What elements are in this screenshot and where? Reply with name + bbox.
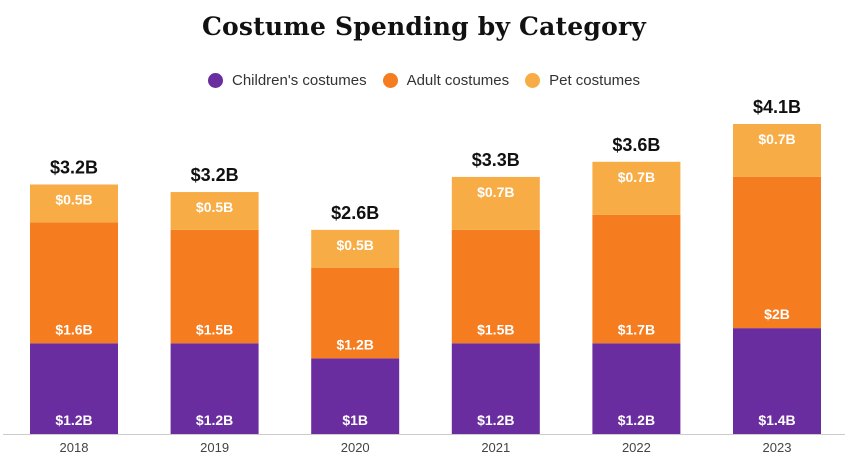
bar-adult-2022 (592, 214, 681, 344)
bar-pet-2023 (733, 124, 821, 177)
x-tick-label-2023: 2023 (763, 440, 792, 455)
legend-swatch-adult (382, 73, 398, 88)
value-label-adult-2020: $1.2B (337, 336, 374, 352)
total-label-2018: $3.2B (50, 157, 98, 177)
bar-adult-2021 (451, 229, 540, 344)
legend-swatch-pet (525, 73, 541, 88)
value-label-pet-2019: $0.5B (196, 199, 233, 215)
bar-pet-2021 (451, 176, 540, 230)
legend-label-pet: Pet costumes (549, 72, 640, 89)
x-tick-label-2020: 2020 (341, 440, 370, 455)
legend-label-adult: Adult costumes (406, 72, 510, 89)
value-label-children-2022: $1.2B (618, 412, 655, 428)
value-label-children-2018: $1.2B (55, 412, 92, 428)
total-label-2020: $2.6B (331, 203, 379, 223)
bar-children-2020 (311, 358, 400, 434)
value-label-pet-2023: $0.7B (758, 131, 795, 147)
value-label-children-2021: $1.2B (477, 412, 514, 428)
bar-pet-2022 (592, 161, 681, 215)
bar-adult-2023 (733, 176, 821, 329)
bar-children-2018 (30, 343, 118, 434)
x-tick-label-2019: 2019 (200, 440, 229, 455)
x-tick-label-2021: 2021 (481, 440, 510, 455)
x-tick-label-2022: 2022 (622, 440, 651, 455)
total-label-2021: $3.3B (472, 150, 520, 170)
bar-pet-2020 (311, 229, 400, 268)
value-label-adult-2018: $1.6B (55, 321, 92, 337)
bar-pet-2019 (170, 192, 259, 230)
value-label-pet-2020: $0.5B (337, 237, 374, 253)
bar-children-2021 (451, 343, 540, 434)
value-label-adult-2021: $1.5B (477, 321, 514, 337)
value-label-children-2023: $1.4B (758, 412, 795, 428)
bar-children-2019 (170, 343, 259, 434)
legend-item-adult: Adult costumes (382, 72, 510, 89)
legend-swatch-children (207, 73, 223, 88)
value-label-adult-2023: $2B (764, 306, 790, 322)
value-label-children-2019: $1.2B (196, 412, 233, 428)
legend-label-children: Children's costumes (231, 72, 367, 89)
total-label-2019: $3.2B (191, 165, 239, 185)
chart-title: Costume Spending by Category (201, 12, 647, 41)
bar-adult-2018 (30, 222, 118, 344)
value-label-pet-2018: $0.5B (55, 191, 92, 207)
value-label-adult-2022: $1.7B (618, 321, 655, 337)
legend-item-children: Children's costumes (207, 72, 367, 89)
legend: Children's costumes Adult costumes Pet c… (0, 72, 848, 89)
value-label-pet-2021: $0.7B (477, 184, 514, 200)
total-label-2023: $4.1B (753, 97, 801, 117)
bar-adult-2020 (311, 267, 400, 359)
bar-children-2023 (733, 328, 821, 434)
total-label-2022: $3.6B (612, 135, 660, 155)
x-tick-label-2018: 2018 (60, 440, 89, 455)
value-label-children-2020: $1B (342, 412, 368, 428)
bar-pet-2018 (30, 184, 118, 223)
bar-children-2022 (592, 343, 681, 434)
value-label-pet-2022: $0.7B (618, 169, 655, 185)
bar-adult-2019 (170, 229, 259, 344)
value-label-adult-2019: $1.5B (196, 321, 233, 337)
legend-item-pet: Pet costumes (525, 72, 640, 89)
